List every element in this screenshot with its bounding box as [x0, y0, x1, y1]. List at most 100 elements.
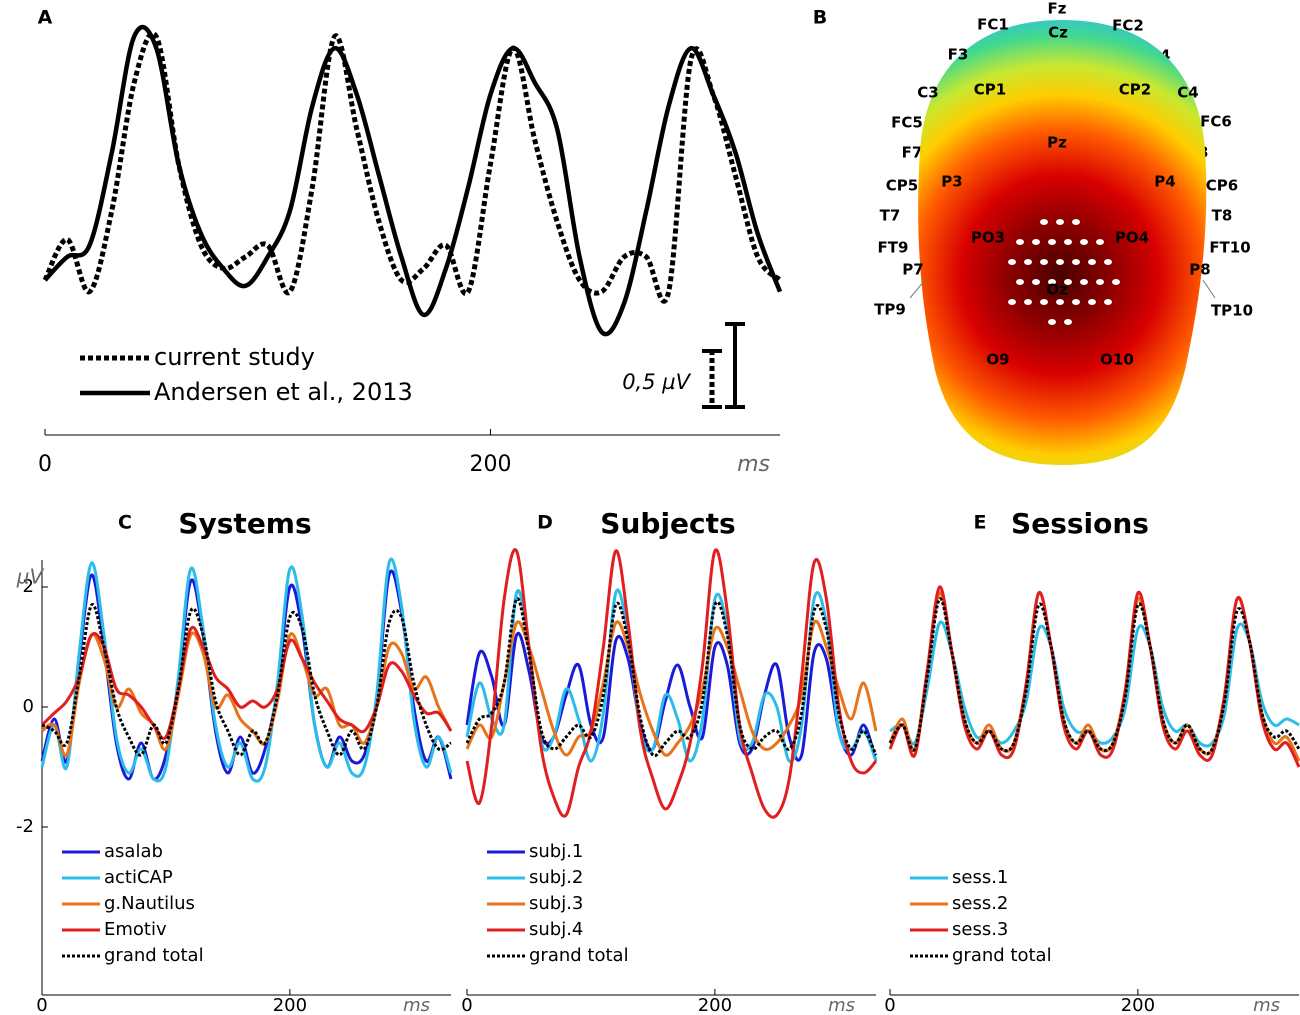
series-line: [888, 591, 1300, 762]
legend-label: current study: [154, 343, 315, 371]
electrode-dot: [1040, 299, 1048, 305]
x-tick-label: 200: [273, 995, 307, 1015]
electrode-dot: [1096, 239, 1104, 245]
x-tick-label: 0: [461, 995, 472, 1015]
electrode-label: TP9: [874, 301, 906, 319]
electrode-dot: [1072, 259, 1080, 265]
electrode-label: Oz: [1046, 281, 1068, 299]
electrode-dot: [1064, 239, 1072, 245]
electrode-label: FC6: [1200, 113, 1232, 131]
electrode-dot: [1072, 299, 1080, 305]
x-axis-label: ms: [737, 452, 770, 477]
electrode-dot: [1024, 259, 1032, 265]
x-tick-label: 200: [698, 995, 732, 1015]
electrode-label: F3: [948, 46, 969, 64]
electrode-dot: [1088, 299, 1096, 305]
chart-title: Systems: [178, 507, 311, 540]
electrode-dot: [1016, 279, 1024, 285]
electrode-label: CP2: [1119, 81, 1151, 99]
electrode-dot: [1088, 259, 1096, 265]
electrode-label: O9: [986, 351, 1009, 369]
electrode-dot: [1064, 279, 1072, 285]
legend-label: subj.4: [529, 919, 583, 940]
panel-letter: E: [974, 512, 987, 534]
electrode-label: C3: [917, 84, 938, 102]
electrode-label: FT9: [878, 239, 909, 257]
electrode-dot: [1104, 259, 1112, 265]
electrode-dot: [1008, 299, 1016, 305]
x-axis-label: ms: [1253, 995, 1280, 1015]
electrode-dot: [1008, 259, 1016, 265]
electrode-label: P4: [1154, 173, 1175, 191]
y-axis-label: µV: [16, 565, 45, 589]
x-tick-label: 0: [884, 995, 895, 1015]
y-tick-label: -2: [16, 816, 34, 837]
electrode-label: Fz: [1048, 0, 1067, 18]
electrode-dot: [1032, 279, 1040, 285]
panel-letter: C: [118, 512, 132, 534]
electrode-label: CP1: [974, 81, 1006, 99]
electrode-label: T7: [880, 207, 901, 225]
legend-label: grand total: [952, 945, 1052, 966]
x-tick-label: 200: [1121, 995, 1155, 1015]
legend-label: sess.1: [952, 867, 1008, 888]
panel-letter: D: [537, 512, 553, 534]
electrode-dot: [1064, 319, 1072, 325]
x-tick-label: 200: [469, 452, 511, 477]
electrode-dot: [1048, 319, 1056, 325]
legend-label: sess.3: [952, 919, 1008, 940]
leader-line: [1202, 279, 1216, 299]
series-line: [42, 31, 782, 304]
panel-letter: B: [813, 7, 827, 29]
series-line: [465, 548, 878, 819]
electrode-dot: [1072, 219, 1080, 225]
series-line: [40, 557, 453, 783]
electrode-dot: [1080, 239, 1088, 245]
electrode-label: C4: [1177, 84, 1198, 102]
electrode-label: CP6: [1206, 177, 1238, 195]
legend-label: subj.2: [529, 867, 583, 888]
electrode-dot: [1016, 239, 1024, 245]
electrode-label: FT10: [1209, 239, 1250, 257]
panel-letter: A: [38, 7, 53, 29]
legend-label: asalab: [104, 841, 163, 862]
legend-label: sess.2: [952, 893, 1008, 914]
y-tick-label: 0: [23, 696, 34, 717]
leader-line: [909, 279, 926, 299]
electrode-label: P3: [941, 173, 962, 191]
electrode-label: P8: [1189, 261, 1210, 279]
electrode-dot: [1056, 259, 1064, 265]
electrode-label: CP5: [886, 177, 918, 195]
electrode-label: T8: [1212, 207, 1233, 225]
legend-label: subj.3: [529, 893, 583, 914]
x-axis-label: ms: [403, 995, 430, 1015]
electrode-dot: [1048, 239, 1056, 245]
y-tick-label: 2: [23, 576, 34, 597]
electrode-label: TP10: [1211, 302, 1253, 320]
electrode-dot: [1032, 239, 1040, 245]
series-line: [465, 597, 878, 758]
series-line: [888, 597, 1300, 756]
chart-title: Subjects: [600, 507, 735, 540]
series-line: [41, 631, 453, 758]
electrode-dot: [1024, 299, 1032, 305]
electrode-dot: [1040, 259, 1048, 265]
electrode-label: FC2: [1112, 17, 1144, 35]
legend-label: grand total: [529, 945, 629, 966]
legend-label: Emotiv: [104, 919, 167, 940]
chart-title: Sessions: [1011, 507, 1149, 540]
x-tick-label: 0: [38, 452, 52, 477]
electrode-label: PO4: [1115, 229, 1149, 247]
legend-label: actiCAP: [104, 867, 173, 888]
series-line: [40, 569, 453, 781]
electrode-label: FC5: [891, 114, 923, 132]
electrode-label: Pz: [1047, 134, 1067, 152]
scale-label: 0,5 µV: [622, 370, 691, 394]
x-tick-label: 0: [36, 995, 47, 1015]
electrode-dot: [1080, 279, 1088, 285]
legend-label: g.Nautilus: [104, 893, 195, 914]
electrode-labels: Fz Cz FC1 FC2 F3 C3 CP1 CP2 C4 FC5 FC6 Pz P3 P4 CP5 CP6…: [874, 0, 1253, 369]
x-axis-label: ms: [828, 995, 855, 1015]
electrode-dot: [1096, 279, 1104, 285]
